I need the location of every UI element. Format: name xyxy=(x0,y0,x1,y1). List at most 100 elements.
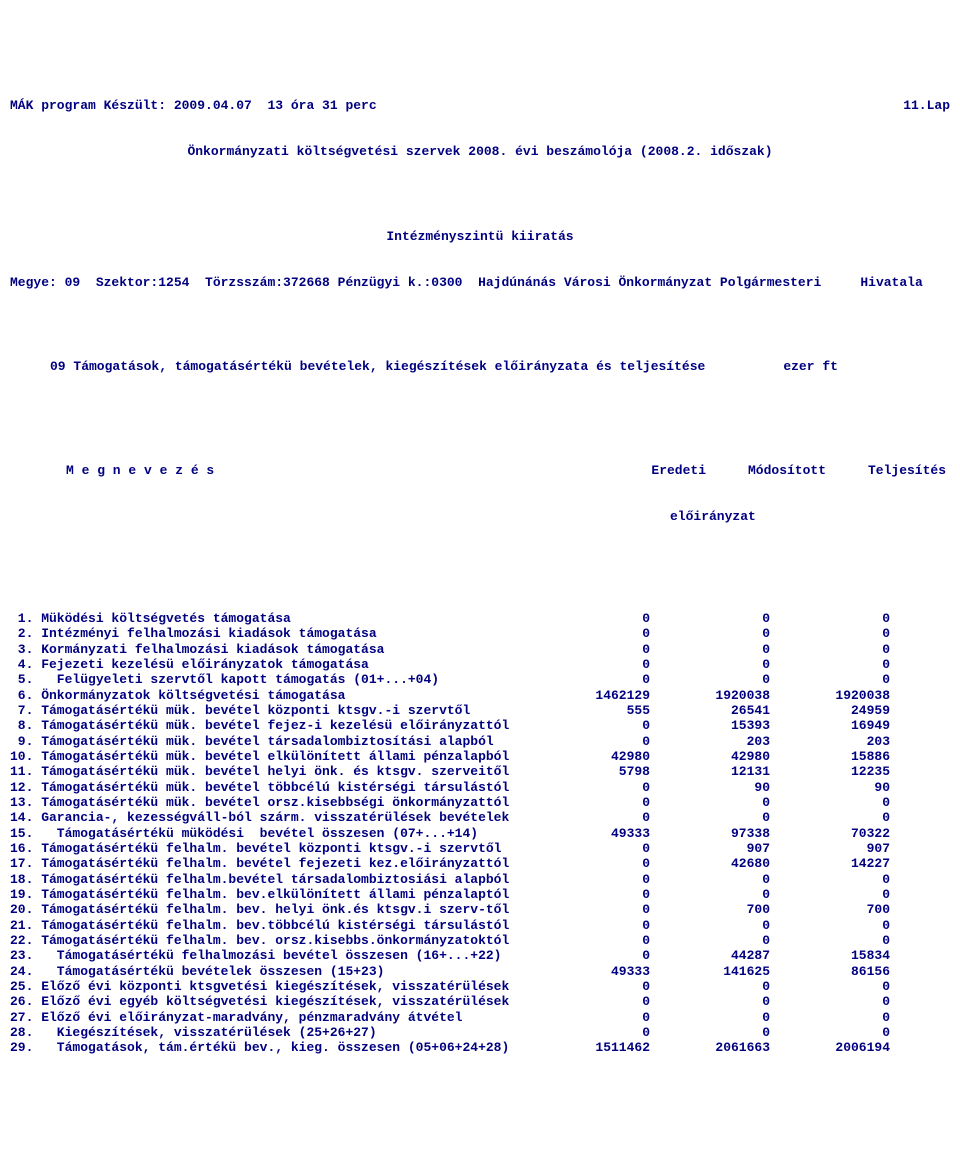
row-value: 555 xyxy=(530,703,650,718)
table-row: 3. Kormányzati felhalmozási kiadások tám… xyxy=(10,642,950,657)
row-value: 0 xyxy=(530,611,650,626)
row-value: 0 xyxy=(650,810,770,825)
row-value: 0 xyxy=(650,657,770,672)
row-value: 0 xyxy=(770,795,890,810)
row-value: 44287 xyxy=(650,948,770,963)
row-value: 0 xyxy=(650,795,770,810)
table-row: 25. Előző évi központi ktsgvetési kiegés… xyxy=(10,979,950,994)
row-value: 0 xyxy=(530,887,650,902)
table-row: 12. Támogatásértékü mük. bevétel többcél… xyxy=(10,780,950,795)
row-label: 28. Kiegészítések, visszatérülések (25+2… xyxy=(10,1025,530,1040)
row-value: 0 xyxy=(770,626,890,641)
header-line-3: Intézményszintü kiiratás xyxy=(10,229,950,244)
row-value: 90 xyxy=(650,780,770,795)
row-label: 17. Támogatásértékü felhalm. bevétel fej… xyxy=(10,856,530,871)
table-row: 7. Támogatásértékü mük. bevétel központi… xyxy=(10,703,950,718)
table-row: 5. Felügyeleti szervtől kapott támogatás… xyxy=(10,672,950,687)
table-row: 27. Előző évi előirányzat-maradvány, pén… xyxy=(10,1010,950,1025)
row-value: 0 xyxy=(530,872,650,887)
row-label: 4. Fejezeti kezelésü előirányzatok támog… xyxy=(10,657,530,672)
generated-line: MÁK program Készült: 2009.04.07 13 óra 3… xyxy=(10,98,903,113)
table-row: 17. Támogatásértékü felhalm. bevétel fej… xyxy=(10,856,950,871)
row-value: 0 xyxy=(770,810,890,825)
row-value: 0 xyxy=(650,872,770,887)
row-value: 700 xyxy=(650,902,770,917)
col-title: M e g n e v e z é s xyxy=(10,463,586,478)
row-label: 22. Támogatásértékü felhalm. bev. orsz.k… xyxy=(10,933,530,948)
table-row: 1. Müködési költségvetés támogatása000 xyxy=(10,611,950,626)
row-value: 203 xyxy=(650,734,770,749)
row-value: 0 xyxy=(770,611,890,626)
table-row: 4. Fejezeti kezelésü előirányzatok támog… xyxy=(10,657,950,672)
row-label: 2. Intézményi felhalmozási kiadások támo… xyxy=(10,626,530,641)
row-value: 97338 xyxy=(650,826,770,841)
table-row: 2. Intézményi felhalmozási kiadások támo… xyxy=(10,626,950,641)
row-value: 907 xyxy=(770,841,890,856)
row-label: 11. Támogatásértékü mük. bevétel helyi ö… xyxy=(10,764,530,779)
header-line-1: MÁK program Készült: 2009.04.07 13 óra 3… xyxy=(10,98,950,113)
row-value: 907 xyxy=(650,841,770,856)
row-label: 24. Támogatásértékü bevételek összesen (… xyxy=(10,964,530,979)
row-label: 14. Garancia-, kezességváll-ból szárm. v… xyxy=(10,810,530,825)
row-value: 203 xyxy=(770,734,890,749)
row-value: 15834 xyxy=(770,948,890,963)
col-fulfilment: Teljesítés xyxy=(826,463,946,478)
table-row: 18. Támogatásértékü felhalm.bevétel társ… xyxy=(10,872,950,887)
row-value: 26541 xyxy=(650,703,770,718)
row-value: 0 xyxy=(530,856,650,871)
table-row: 24. Támogatásértékü bevételek összesen (… xyxy=(10,964,950,979)
row-value: 0 xyxy=(530,918,650,933)
row-value: 0 xyxy=(530,626,650,641)
row-value: 0 xyxy=(530,657,650,672)
row-value: 1920038 xyxy=(650,688,770,703)
row-value: 1511462 xyxy=(530,1040,650,1055)
row-value: 0 xyxy=(650,626,770,641)
row-value: 2006194 xyxy=(770,1040,890,1055)
table-row: 21. Támogatásértékü felhalm. bev.többcél… xyxy=(10,918,950,933)
table-row: 11. Támogatásértékü mük. bevétel helyi ö… xyxy=(10,764,950,779)
row-value: 700 xyxy=(770,902,890,917)
row-value: 0 xyxy=(530,979,650,994)
row-value: 0 xyxy=(530,902,650,917)
table-row: 23. Támogatásértékü felhalmozási bevétel… xyxy=(10,948,950,963)
row-value: 0 xyxy=(770,933,890,948)
table-row: 14. Garancia-, kezességváll-ból szárm. v… xyxy=(10,810,950,825)
row-label: 1. Müködési költségvetés támogatása xyxy=(10,611,530,626)
row-value: 0 xyxy=(650,672,770,687)
row-value: 0 xyxy=(650,611,770,626)
row-value: 0 xyxy=(770,994,890,1009)
row-label: 25. Előző évi központi ktsgvetési kiegés… xyxy=(10,979,530,994)
table-row: 6. Önkormányzatok költségvetési támogatá… xyxy=(10,688,950,703)
table-row: 10. Támogatásértékü mük. bevétel elkülön… xyxy=(10,749,950,764)
table-row: 15. Támogatásértékü müködési bevétel öss… xyxy=(10,826,950,841)
row-label: 6. Önkormányzatok költségvetési támogatá… xyxy=(10,688,530,703)
row-value: 0 xyxy=(650,1025,770,1040)
table-row: 16. Támogatásértékü felhalm. bevétel köz… xyxy=(10,841,950,856)
row-label: 27. Előző évi előirányzat-maradvány, pén… xyxy=(10,1010,530,1025)
table-row: 22. Támogatásértékü felhalm. bev. orsz.k… xyxy=(10,933,950,948)
col-modified: Módosított xyxy=(706,463,826,478)
row-value: 15886 xyxy=(770,749,890,764)
table-row: 29. Támogatások, tám.értékü bev., kieg. … xyxy=(10,1040,950,1055)
row-value: 14227 xyxy=(770,856,890,871)
row-label: 18. Támogatásértékü felhalm.bevétel társ… xyxy=(10,872,530,887)
row-value: 24959 xyxy=(770,703,890,718)
row-value: 0 xyxy=(530,948,650,963)
row-label: 16. Támogatásértékü felhalm. bevétel köz… xyxy=(10,841,530,856)
row-value: 0 xyxy=(770,872,890,887)
row-value: 0 xyxy=(530,780,650,795)
row-label: 8. Támogatásértékü mük. bevétel fejez-i … xyxy=(10,718,530,733)
row-value: 1920038 xyxy=(770,688,890,703)
row-value: 0 xyxy=(650,1010,770,1025)
row-value: 0 xyxy=(770,918,890,933)
row-value: 0 xyxy=(530,810,650,825)
row-value: 49333 xyxy=(530,964,650,979)
row-value: 1462129 xyxy=(530,688,650,703)
row-value: 0 xyxy=(650,994,770,1009)
row-label: 9. Támogatásértékü mük. bevétel társadal… xyxy=(10,734,530,749)
row-value: 0 xyxy=(770,672,890,687)
row-label: 7. Támogatásértékü mük. bevétel központi… xyxy=(10,703,530,718)
row-value: 0 xyxy=(650,933,770,948)
row-value: 0 xyxy=(770,642,890,657)
row-value: 0 xyxy=(770,657,890,672)
